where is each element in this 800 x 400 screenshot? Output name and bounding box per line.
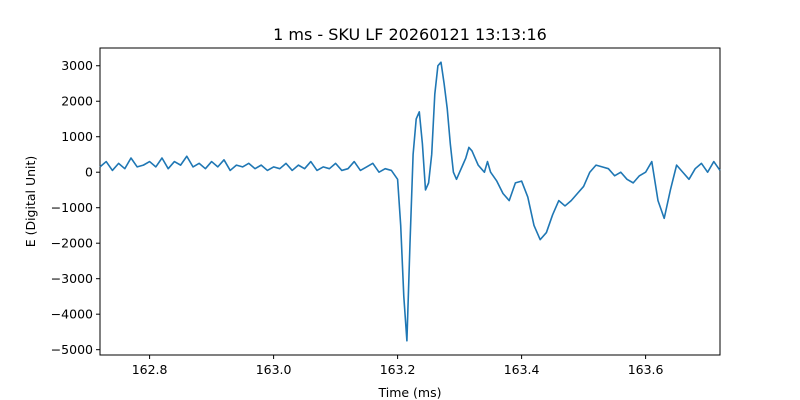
x-tick-label: 163.6 — [628, 362, 664, 377]
y-tick-label: −1000 — [51, 200, 93, 215]
y-axis: −5000 −4000 −3000 −2000 −1000 0 1000 2000 3000 — [51, 58, 100, 357]
axes-frame — [99, 47, 721, 356]
x-tick-label: 163.4 — [504, 362, 540, 377]
y-tick-label: 3000 — [61, 58, 93, 73]
y-axis-label: E (Digital Unit) — [23, 156, 38, 248]
plot-area — [99, 47, 721, 356]
series-line-0 — [99, 61, 721, 342]
x-axis-label: Time (ms) — [377, 385, 441, 400]
chart-title: 1 ms - SKU LF 20260121 13:13:16 — [273, 25, 547, 44]
y-tick-label: −4000 — [51, 307, 93, 322]
x-axis: 162.8 163.0 163.2 163.4 163.6 — [132, 355, 664, 377]
y-tick-label: −5000 — [51, 342, 93, 357]
y-tick-label: 2000 — [61, 94, 93, 109]
y-tick-label: −2000 — [51, 236, 93, 251]
y-tick-label: 1000 — [61, 129, 93, 144]
series-layer — [99, 61, 721, 342]
x-tick-label: 163.0 — [256, 362, 292, 377]
y-tick-label: 0 — [85, 165, 93, 180]
y-tick-label: −3000 — [51, 271, 93, 286]
x-tick-label: 162.8 — [132, 362, 168, 377]
x-tick-label: 163.2 — [380, 362, 416, 377]
